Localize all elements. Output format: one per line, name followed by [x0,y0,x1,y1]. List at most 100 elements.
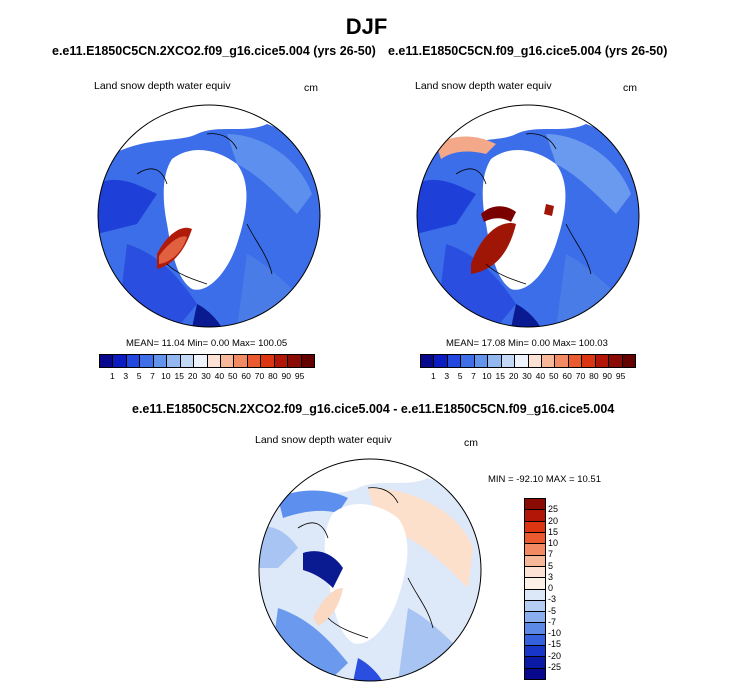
left-colorbar-swatch [126,355,141,367]
left-colorbar-tick-label: 3 [123,371,129,381]
diff-units-label: cm [464,437,478,449]
left-stats-label: MEAN= 11.04 Min= 0.00 Max= 100.05 [126,338,288,349]
right-stats-label: MEAN= 17.08 Min= 0.00 Max= 100.03 [446,338,608,349]
right-colorbar-tick-label: 95 [615,371,626,381]
right-colorbar-swatch [528,355,542,367]
right-colorbar-tick-label: 70 [575,371,586,381]
diff-colorbar-tick-label: 5 [548,560,554,571]
diff-colorbar-tick-label: -5 [548,605,557,616]
diff-colorbar-tick-label: 25 [548,504,559,515]
left-colorbar-swatch [234,355,248,367]
right-colorbar-tick-label: 7 [471,371,476,381]
right-colorbar-tick-label: 50 [549,371,559,381]
left-colorbar-swatch [194,355,208,367]
right-colorbar-tick-label: 1 [431,371,436,381]
left-colorbar-tick-label: 1 [110,371,115,381]
right-colorbar-swatch [595,355,610,367]
diff-colorbar-tick-label: -7 [548,616,557,627]
left-colorbar-tick-label: 20 [187,371,198,381]
diff-colorbar-tick-label: 10 [548,538,559,548]
diff-colorbar-tick-label: -3 [548,594,557,605]
right-colorbar-tick-label: 3 [444,371,450,381]
left-colorbar-swatch [288,355,302,367]
right-colorbar-tick-label: 40 [535,371,546,381]
diff-colorbar-swatch [525,544,545,556]
left-variable-label: Land snow depth water equiv [94,80,231,92]
diff-colorbar-ticks: 25 20 15 10 7 5 3 0 -3 -5 -7 -10 -15 -20 -25 [548,498,578,678]
right-colorbar-tick-label: 15 [495,371,505,381]
diff-case-title: e.e11.E1850C5CN.2XCO2.f09_g16.cice5.004 … [132,402,615,416]
left-colorbar-tick-label: 95 [294,371,305,381]
right-colorbar-swatch [474,355,489,367]
left-colorbar-tick-label: 50 [228,371,238,381]
left-colorbar-tick-label: 80 [268,371,278,381]
diff-colorbar-swatch [525,499,545,511]
right-colorbar-swatch [609,355,623,367]
right-case-title: e.e11.E1850C5CN.f09_g16.cice5.004 (yrs 2… [388,44,668,58]
right-colorbar-swatch [434,355,448,367]
diff-polar-map [258,458,482,682]
right-colorbar-swatch [555,355,569,367]
diff-colorbar-swatch [525,521,545,533]
right-colorbar-swatch [568,355,583,367]
left-colorbar-ticks: 1 3 5 7 10 15 20 30 40 50 60 70 80 90 95 [99,371,313,383]
left-colorbar-tick-label: 7 [150,371,155,381]
left-colorbar-swatch [274,355,289,367]
diff-colorbar-swatch [525,612,545,624]
diff-colorbar-tick-label: 0 [548,583,554,593]
right-colorbar-swatch [447,355,462,367]
right-units-label: cm [623,82,637,94]
left-colorbar-swatch [301,355,314,367]
right-colorbar-swatch [515,355,529,367]
left-colorbar-swatch [167,355,181,367]
right-colorbar-tick-label: 5 [457,371,463,381]
season-title: DJF [345,14,388,39]
diff-colorbar-tick-label: 15 [548,526,559,537]
diff-stats-label: MIN = -92.10 MAX = 10.51 [488,474,602,485]
right-colorbar-swatch [461,355,475,367]
diff-variable-label: Land snow depth water equiv [255,434,392,446]
left-colorbar-swatch [180,355,195,367]
right-colorbar-tick-label: 80 [589,371,599,381]
diff-colorbar-tick-label: -25 [548,661,562,672]
right-colorbar-ticks: 1 3 5 7 10 15 20 30 40 50 60 70 80 90 95 [420,371,634,383]
diff-colorbar-tick-label: 7 [548,549,554,560]
left-colorbar-tick-label: 40 [214,371,225,381]
left-colorbar-swatch [207,355,221,367]
diff-colorbar-swatch [525,646,545,658]
left-case-title: e.e11.E1850C5CN.2XCO2.f09_g16.cice5.004 … [52,44,376,58]
left-units-label: cm [304,82,318,94]
right-colorbar-swatch [622,355,635,367]
diff-colorbar-swatch [525,668,545,679]
left-colorbar-swatch [261,355,275,367]
right-colorbar-swatch [582,355,596,367]
left-polar-map [97,104,321,328]
right-colorbar-tick-label: 20 [508,371,519,381]
diff-colorbar-swatch [525,634,545,647]
left-colorbar-tick-label: 70 [254,371,265,381]
right-colorbar-tick-label: 30 [522,371,532,381]
diff-colorbar-swatch [525,600,545,613]
right-colorbar-swatch [501,355,516,367]
left-colorbar-tick-label: 15 [174,371,184,381]
diff-colorbar [524,498,546,680]
right-colorbar-swatch [488,355,502,367]
left-colorbar-tick-label: 90 [281,371,291,381]
diff-colorbar-tick-label: 20 [548,515,559,526]
diff-colorbar-swatch [525,555,545,567]
diff-colorbar-swatch [525,510,545,522]
right-colorbar-tick-label: 90 [602,371,612,381]
left-colorbar-tick-label: 60 [241,371,251,381]
left-colorbar-tick-label: 5 [136,371,142,381]
diff-colorbar-swatch [525,578,545,590]
right-colorbar [420,354,636,368]
right-colorbar-swatch [421,355,435,367]
left-colorbar-swatch [247,355,262,367]
right-colorbar-tick-label: 10 [482,371,492,381]
right-colorbar-tick-label: 60 [562,371,572,381]
left-colorbar-swatch [153,355,168,367]
left-colorbar [99,354,315,368]
left-colorbar-swatch [100,355,114,367]
diff-colorbar-swatch [525,657,545,669]
left-colorbar-tick-label: 10 [161,371,171,381]
